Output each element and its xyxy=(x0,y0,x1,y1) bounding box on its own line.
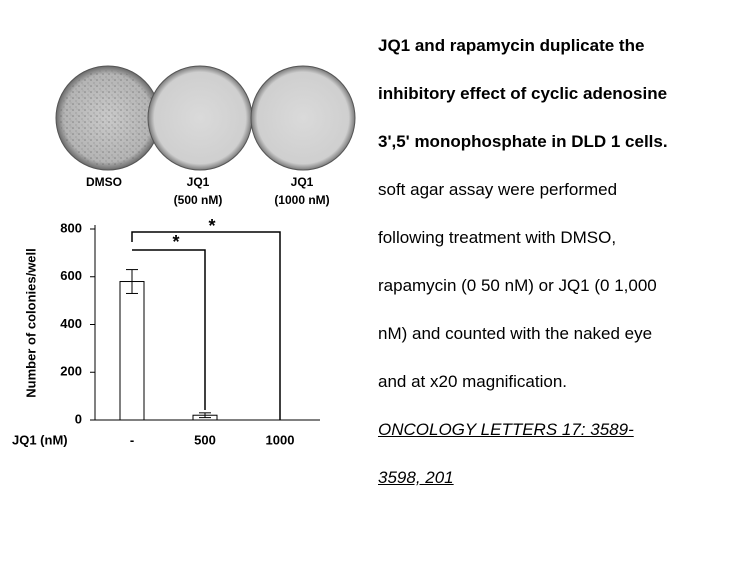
dish-label: JQ1 xyxy=(187,175,210,189)
annotation: * xyxy=(208,216,215,236)
caption-line: JQ1 and rapamycin duplicate the xyxy=(378,36,645,55)
bar xyxy=(119,281,145,421)
y-tick-label: 600 xyxy=(60,268,82,283)
bracket xyxy=(132,249,206,410)
x-tick-label: - xyxy=(130,432,134,447)
colonies xyxy=(60,70,156,166)
caption-line: ONCOLOGY LETTERS 17: 3589- xyxy=(378,420,634,439)
y-tick-label: 800 xyxy=(60,220,82,235)
y-axis-label: Number of colonies/well xyxy=(23,248,38,398)
dish-label: DMSO xyxy=(86,175,122,189)
y-tick-label: 0 xyxy=(75,411,82,426)
caption-line: soft agar assay were performed xyxy=(378,180,618,199)
caption-line: 3598, 201 xyxy=(378,468,454,487)
significance-brackets xyxy=(131,231,281,420)
caption-line: nM) and counted with the naked eye xyxy=(378,324,653,343)
dish-label: (1000 nM) xyxy=(274,193,329,207)
figure: DMSO JQ1 (500 nM) JQ1 (1000 nM) Number o… xyxy=(12,65,356,447)
caption-line: 3',5' monophosphate in DLD 1 cells. xyxy=(378,132,668,151)
y-tick-label: 200 xyxy=(60,364,82,379)
bracket xyxy=(131,231,281,420)
dish xyxy=(250,65,356,171)
caption-line: and at x20 magnification. xyxy=(378,372,568,391)
dishes xyxy=(55,65,356,171)
caption-line: following treatment with DMSO, xyxy=(378,228,617,247)
x-axis-label: JQ1 (nM) xyxy=(12,432,68,447)
x-tick-label: 500 xyxy=(194,432,216,447)
dish xyxy=(147,65,253,171)
x-tick-label: 1000 xyxy=(266,432,295,447)
dish-label: JQ1 xyxy=(291,175,314,189)
caption-line: rapamycin (0 50 nM) or JQ1 (0 1,000 xyxy=(378,276,657,295)
dish-label: (500 nM) xyxy=(174,193,223,207)
annotation: * xyxy=(172,232,179,252)
y-tick-label: 400 xyxy=(60,316,82,331)
caption-line: inhibitory effect of cyclic adenosine xyxy=(378,84,668,103)
